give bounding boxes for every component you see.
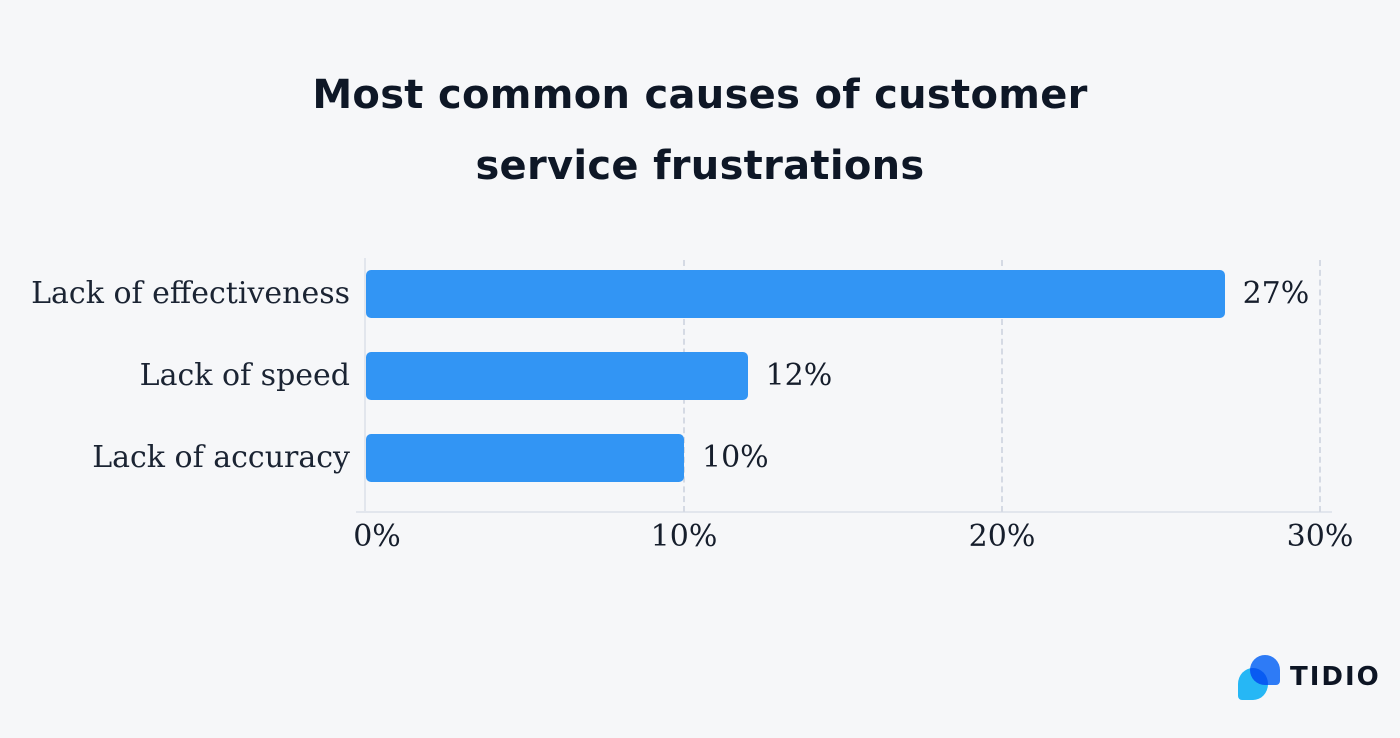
tidio-logo-text: TIDIO xyxy=(1290,662,1381,692)
value-label: 27% xyxy=(1242,276,1310,311)
bar xyxy=(366,352,748,400)
gridline-30% xyxy=(1319,260,1321,512)
bar xyxy=(366,270,1225,318)
bar xyxy=(366,434,684,482)
category-label: Lack of speed xyxy=(139,358,350,393)
tidio-logo-icon xyxy=(1238,653,1282,701)
value-label: 10% xyxy=(702,440,769,475)
x-tick-label: 30% xyxy=(1286,519,1354,554)
category-label: Lack of effectiveness xyxy=(31,276,350,311)
category-label: Lack of accuracy xyxy=(92,440,350,475)
x-tick-label: 0% xyxy=(353,519,401,554)
chat-bubble-light-icon xyxy=(1238,668,1268,700)
chart-title-line1: Most common causes of customer xyxy=(312,72,1088,118)
x-axis-line xyxy=(356,511,1332,513)
y-axis-line xyxy=(364,258,366,512)
tidio-logo: TIDIO xyxy=(1238,653,1379,703)
x-tick-label: 20% xyxy=(968,519,1036,554)
gridline-20% xyxy=(1001,260,1003,512)
chart-title-line2: service frustrations xyxy=(475,143,925,189)
chart-title: Most common causes of customer service f… xyxy=(0,60,1400,202)
value-label: 12% xyxy=(765,358,833,393)
x-tick-label: 10% xyxy=(650,519,718,554)
